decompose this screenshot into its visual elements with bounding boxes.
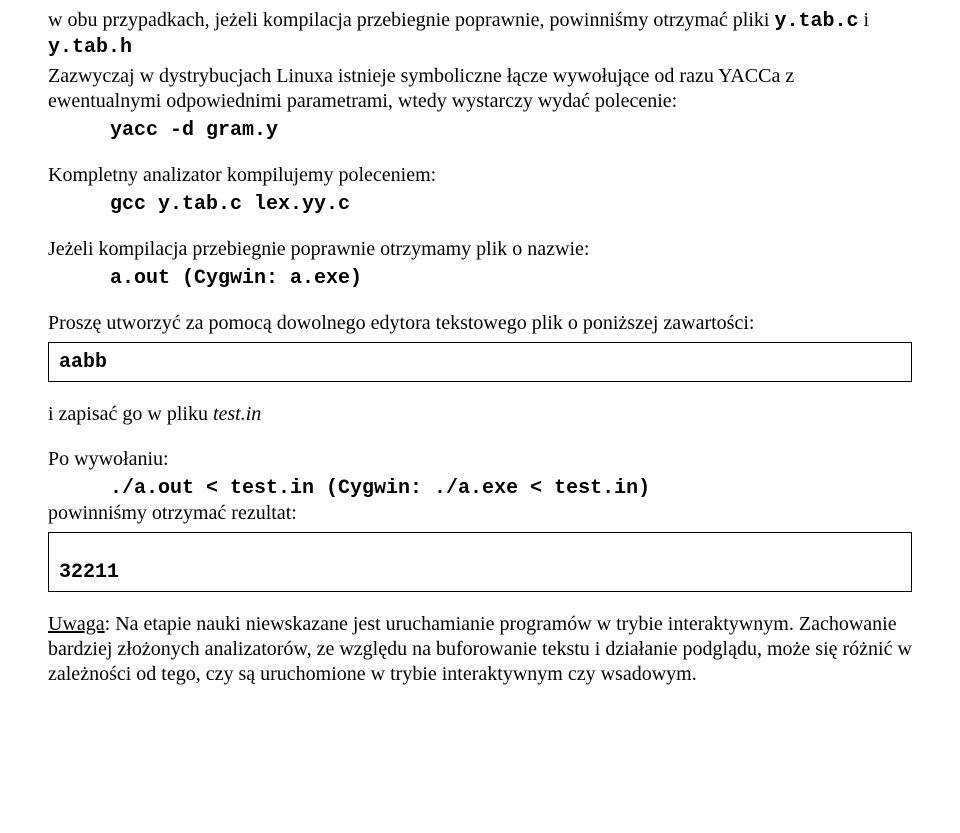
filename-ytabh: y.tab.h xyxy=(48,36,132,59)
para-yacc-link: Zazwyczaj w dystrybucjach Linuxa istniej… xyxy=(48,64,912,114)
text: : Na etapie nauki niewskazane jest uruch… xyxy=(48,613,912,685)
uwaga-label: Uwaga xyxy=(48,613,105,635)
cmd-yacc: yacc -d gram.y xyxy=(48,118,912,143)
text: Jeżeli kompilacja przebiegnie poprawnie … xyxy=(48,238,589,260)
text: Kompletny analizator kompilujemy polecen… xyxy=(48,164,436,186)
code-content: 32211 xyxy=(59,561,119,584)
text: Proszę utworzyć za pomocą dowolnego edyt… xyxy=(48,312,754,334)
para-output-file: Jeżeli kompilacja przebiegnie poprawnie … xyxy=(48,237,912,262)
text: w obu przypadkach, jeżeli kompilacja prz… xyxy=(48,9,774,31)
code-box-aabb: aabb xyxy=(48,342,912,382)
para-result-label: powinniśmy otrzymać rezultat: xyxy=(48,501,912,526)
cmd-gcc: gcc y.tab.c lex.yy.c xyxy=(48,192,912,217)
para-uwaga: Uwaga: Na etapie nauki niewskazane jest … xyxy=(48,612,912,687)
para-gcc: Kompletny analizator kompilujemy polecen… xyxy=(48,163,912,188)
text: powinniśmy otrzymać rezultat: xyxy=(48,502,297,524)
text: Po wywołaniu: xyxy=(48,448,169,470)
para-create-file: Proszę utworzyć za pomocą dowolnego edyt… xyxy=(48,311,912,336)
text: Zazwyczaj w dystrybucjach Linuxa istniej… xyxy=(48,65,794,112)
filename-ytabc: y.tab.c xyxy=(774,10,858,33)
cmd-run: ./a.out < test.in (Cygwin: ./a.exe < tes… xyxy=(48,476,912,501)
code-content: aabb xyxy=(59,351,107,374)
para-save-file: i zapisać go w pliku test.in xyxy=(48,402,912,427)
text: i xyxy=(858,9,869,31)
para-invoke-label: Po wywołaniu: xyxy=(48,447,912,472)
code-box-result: 32211 xyxy=(48,532,912,592)
para-intro-files: w obu przypadkach, jeżeli kompilacja prz… xyxy=(48,8,912,60)
text: i zapisać go w pliku xyxy=(48,403,213,425)
cmd-aout: a.out (Cygwin: a.exe) xyxy=(48,266,912,291)
filename-testin: test.in xyxy=(213,403,261,425)
